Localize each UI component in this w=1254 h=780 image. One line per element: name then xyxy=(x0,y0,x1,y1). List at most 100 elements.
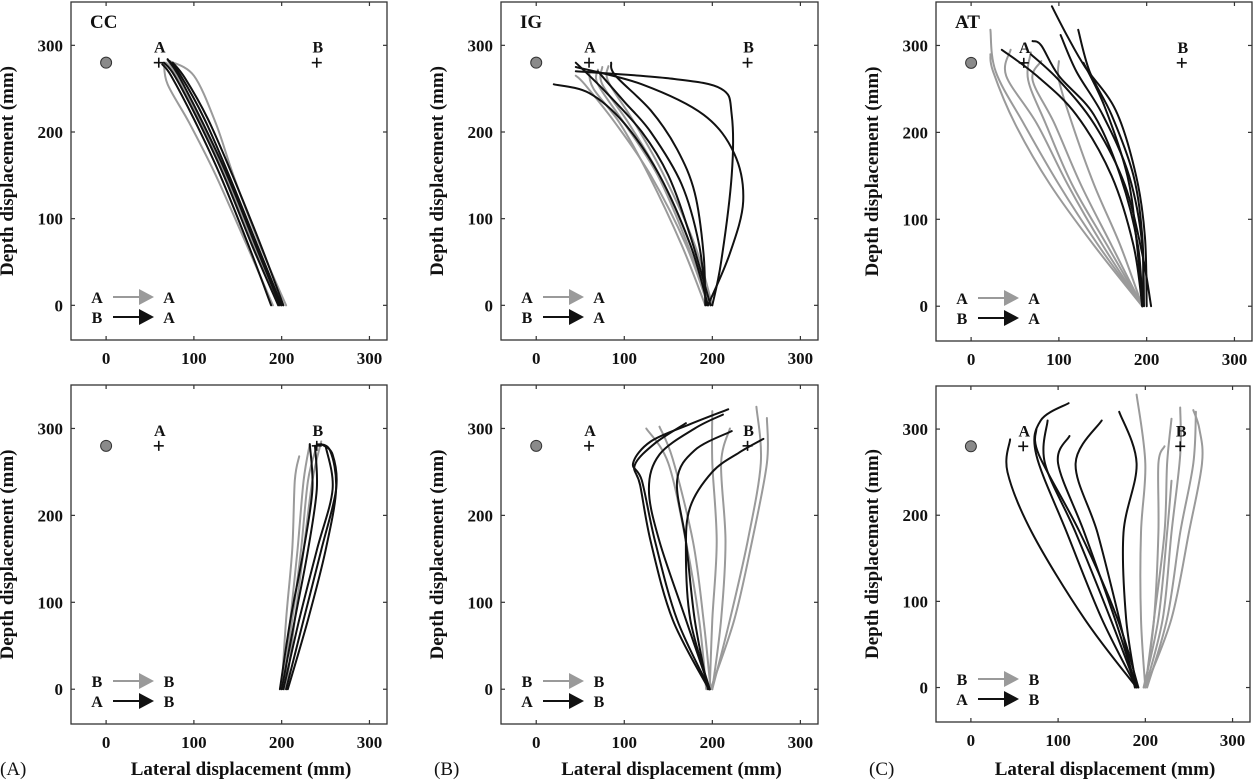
y-tick-label: 200 xyxy=(38,506,64,525)
panel-title: CC xyxy=(90,12,117,33)
trajectory-black xyxy=(168,59,283,307)
y-tick-label: 100 xyxy=(38,210,64,229)
legend-to: A xyxy=(593,290,605,307)
legend-from: B xyxy=(957,672,968,689)
trajectory-black xyxy=(1050,5,1148,308)
legend-to: A xyxy=(163,290,175,307)
start-position-marker xyxy=(965,56,978,69)
x-tick-label: 300 xyxy=(1220,731,1246,750)
trajectory-black xyxy=(161,63,273,307)
y-tick-label: 0 xyxy=(920,297,929,316)
trajectory-gray xyxy=(1003,48,1144,308)
legend-from: A xyxy=(521,290,533,307)
figure-panel-label: (C) xyxy=(869,759,894,780)
x-axis-label: Lateral displacement (mm) xyxy=(561,759,782,780)
legend-to: B xyxy=(1029,692,1040,709)
trajectory-black xyxy=(286,443,338,691)
trajectory-black xyxy=(574,66,745,307)
legend-from: A xyxy=(956,291,968,308)
legend-arrow-head xyxy=(139,673,154,689)
x-tick-label: 200 xyxy=(1134,350,1160,369)
panel-title: IG xyxy=(520,12,542,33)
x-tick-label: 300 xyxy=(357,349,383,368)
target-label-b: B xyxy=(1176,423,1187,440)
legend-from: B xyxy=(522,674,533,691)
x-axis-label: Lateral displacement (mm) xyxy=(131,759,352,780)
y-tick-label: 200 xyxy=(38,123,64,142)
y-axis-label: Depth displacement (mm) xyxy=(0,449,18,659)
trajectory-black xyxy=(574,61,712,307)
y-axis-label: Depth displacement (mm) xyxy=(427,66,448,276)
trajectory-black xyxy=(1042,419,1138,689)
y-tick-label: 0 xyxy=(485,296,494,315)
target-label-a: A xyxy=(1018,423,1030,440)
target-label-b: B xyxy=(1177,40,1188,57)
target-label-b: B xyxy=(743,423,754,440)
trajectory-gray xyxy=(1135,393,1147,689)
trajectory-black xyxy=(552,83,709,307)
target-label-b: B xyxy=(312,423,323,440)
x-tick-label: 0 xyxy=(102,733,111,752)
trajectory-black xyxy=(675,430,733,691)
y-tick-label: 200 xyxy=(903,506,929,525)
panel-b-top: 0 100 200 300 0 100 200 300 Depth displacement (… xyxy=(427,1,819,368)
legend-to: A xyxy=(1028,311,1040,328)
y-tick-label: 300 xyxy=(38,419,64,438)
legend-from: B xyxy=(92,310,103,327)
y-axis-label: Depth displacement (mm) xyxy=(0,66,18,276)
trajectory-gray xyxy=(1142,479,1173,689)
legend-arrow-head xyxy=(139,693,154,709)
trajectory-gray xyxy=(1026,51,1144,308)
start-position-marker xyxy=(964,440,977,453)
x-axis-label: Lateral displacement (mm) xyxy=(995,759,1216,780)
trajectory-black xyxy=(631,408,730,691)
legend-arrow-head xyxy=(569,289,584,305)
trajectory-black xyxy=(633,422,710,691)
legend-from: B xyxy=(522,310,533,327)
x-tick-label: 200 xyxy=(1133,731,1159,750)
trajectory-black xyxy=(1034,428,1140,689)
panel-b-bottom: 0 100 200 300 0 100 200 300 Depth displacement (… xyxy=(427,384,819,780)
legend-to: B xyxy=(164,674,175,691)
plot-frame xyxy=(70,1,388,341)
y-tick-label: 100 xyxy=(468,210,494,229)
trajectory-gray xyxy=(605,65,714,307)
trajectory-black xyxy=(684,437,765,691)
plot-frame xyxy=(70,384,388,725)
trajectory-gray xyxy=(280,444,318,691)
x-tick-label: 200 xyxy=(269,733,295,752)
y-tick-label: 0 xyxy=(55,296,64,315)
legend-from: B xyxy=(957,311,968,328)
target-label-a: A xyxy=(1019,40,1031,57)
y-tick-label: 100 xyxy=(903,592,929,611)
trajectory-gray xyxy=(1144,417,1173,689)
y-tick-label: 0 xyxy=(920,679,929,698)
x-tick-label: 100 xyxy=(1046,350,1072,369)
trajectory-black xyxy=(610,61,707,307)
y-tick-label: 200 xyxy=(468,123,494,142)
x-tick-label: 200 xyxy=(269,349,295,368)
trajectory-gray xyxy=(658,425,712,691)
target-label-b: B xyxy=(743,40,754,57)
trajectory-black xyxy=(280,444,319,691)
y-tick-label: 300 xyxy=(903,420,929,439)
trajectory-gray xyxy=(1031,60,1144,308)
legend-to: B xyxy=(164,694,175,711)
x-tick-label: 300 xyxy=(357,733,383,752)
plot-frame xyxy=(500,384,819,725)
trajectory-black xyxy=(166,58,281,307)
x-tick-label: 100 xyxy=(612,733,638,752)
trajectory-black xyxy=(1118,410,1138,689)
trajectory-black xyxy=(596,70,708,307)
start-position-marker xyxy=(530,56,543,69)
legend-from: A xyxy=(956,692,968,709)
figure-panel-label: (B) xyxy=(434,759,459,780)
legend-to: A xyxy=(593,310,605,327)
plot-frame xyxy=(500,1,819,341)
trajectory-black xyxy=(1029,53,1153,308)
panel-a-top: 0 100 200 300 0 100 200 300 Depth displacement (… xyxy=(0,1,388,368)
y-tick-label: 100 xyxy=(468,593,494,612)
target-label-b: B xyxy=(312,40,323,57)
trajectory-gray xyxy=(989,53,1144,308)
